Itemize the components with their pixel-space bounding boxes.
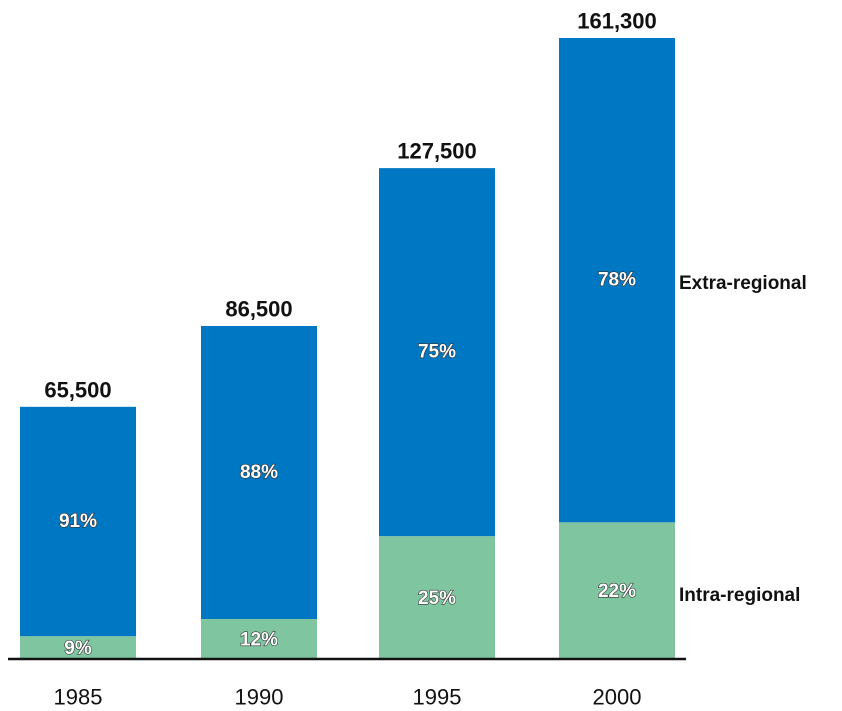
- pct-label-intra-regional-1990: 12%: [240, 630, 278, 651]
- labels-layer: 65,500 91% 9% 1985 86,500 88% 12% 1990 127,500 75…: [44, 9, 656, 710]
- total-label-1985: 65,500: [44, 377, 111, 402]
- pct-label-extra-regional-1985: 91%: [59, 511, 97, 532]
- bar-extra-regional-2000: [559, 38, 675, 523]
- bar-intra-regional-1985: [20, 636, 136, 659]
- pct-label-intra-regional-1995: 25%: [418, 588, 456, 609]
- total-label-2000: 161,300: [577, 9, 657, 34]
- x-tick-label-1985: 1985: [54, 685, 103, 710]
- pct-label-intra-regional-1985: 9%: [64, 638, 92, 659]
- bars-layer: [20, 38, 675, 659]
- bar-extra-regional-1990: [201, 325, 317, 620]
- bar-extra-regional-1995: [379, 168, 495, 537]
- x-tick-label-2000: 2000: [593, 685, 642, 710]
- bar-intra-regional-1990: [201, 619, 317, 659]
- bar-intra-regional-1995: [379, 536, 495, 659]
- total-label-1995: 127,500: [397, 139, 477, 164]
- pct-label-extra-regional-2000: 78%: [598, 270, 636, 291]
- bar-extra-regional-1985: [20, 406, 136, 637]
- series-label-extra-regional: Extra-regional: [679, 273, 807, 294]
- series-label-intra-regional: Intra-regional: [679, 585, 800, 606]
- bar-intra-regional-2000: [559, 522, 675, 659]
- x-tick-label-1995: 1995: [413, 685, 462, 710]
- total-label-1990: 86,500: [225, 296, 292, 321]
- pct-label-extra-regional-1995: 75%: [418, 342, 456, 363]
- pct-label-intra-regional-2000: 22%: [598, 581, 636, 602]
- pct-label-extra-regional-1990: 88%: [240, 462, 278, 483]
- x-tick-label-1990: 1990: [235, 685, 284, 710]
